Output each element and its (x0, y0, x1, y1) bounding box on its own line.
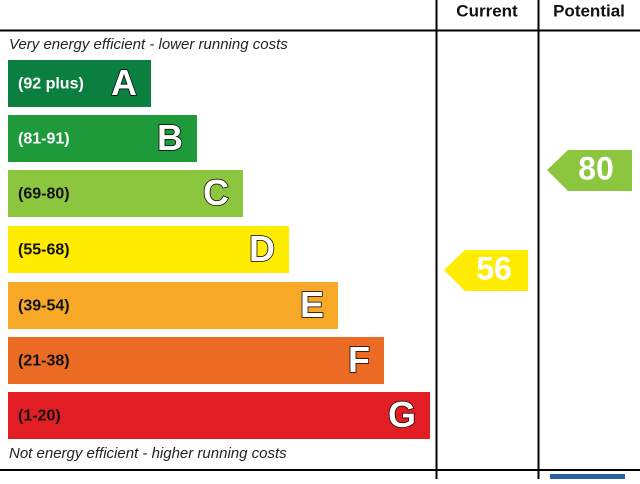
current-score: 56 (476, 250, 512, 286)
bottom-note: Not energy efficient - higher running co… (9, 445, 287, 462)
band-letter: B (157, 117, 183, 158)
band-bar (8, 170, 243, 217)
band-range: (81-91) (18, 131, 70, 148)
band-range: (92 plus) (18, 76, 84, 93)
band-letter: A (111, 62, 137, 103)
band-range: (39-54) (18, 298, 70, 315)
band-range: (69-80) (18, 186, 70, 203)
band-bar (8, 60, 151, 107)
bands: (92 plus) A (81-91) B (69-80) C (55-68) D (39-54… (8, 60, 430, 439)
band-range: (21-38) (18, 353, 70, 370)
top-note: Very energy efficient - lower running co… (9, 36, 288, 53)
band-letter: C (203, 172, 229, 213)
band-bar (8, 392, 430, 439)
current-header: Current (456, 1, 518, 20)
potential-score: 80 (578, 150, 614, 186)
potential-arrow (547, 150, 632, 191)
band-range: (55-68) (18, 242, 70, 259)
band-bar (8, 115, 197, 162)
band-letter: G (388, 394, 416, 435)
band-letter: F (348, 339, 370, 380)
band-letter: D (249, 228, 275, 269)
band-bar (8, 337, 384, 384)
potential-header: Potential (553, 1, 625, 20)
current-arrow (444, 250, 528, 291)
band-letter: E (300, 284, 324, 325)
band-range: (1-20) (18, 408, 61, 425)
scroll-hint (550, 474, 625, 479)
band-bar (8, 226, 289, 273)
band-bar (8, 282, 338, 329)
